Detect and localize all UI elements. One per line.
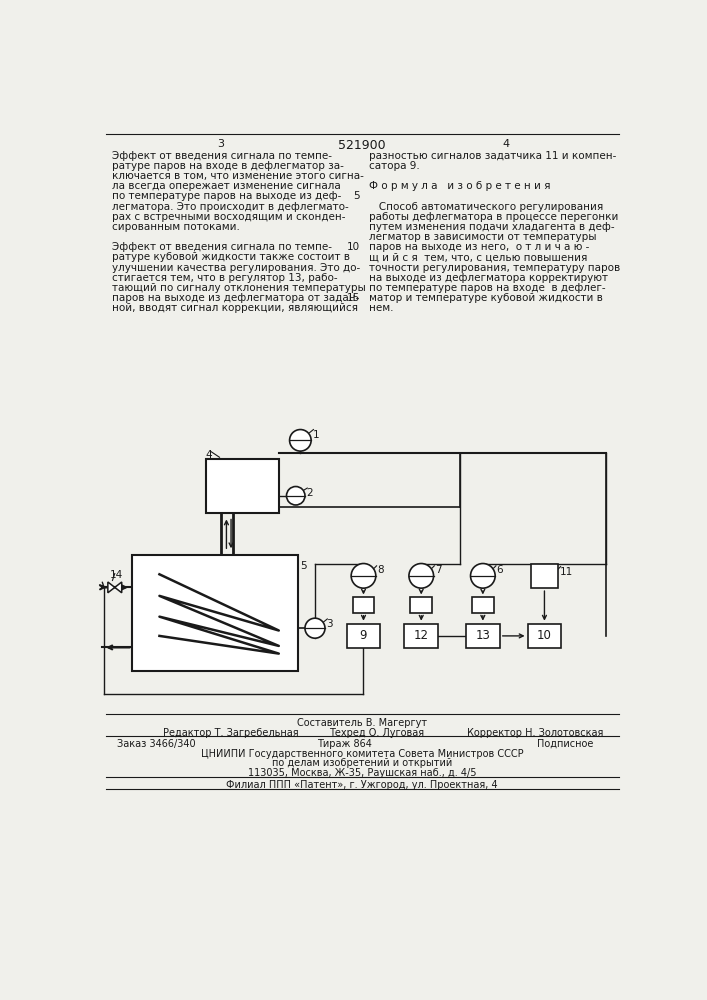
Text: путем изменения подачи хладагента в деф-: путем изменения подачи хладагента в деф- <box>369 222 614 232</box>
Bar <box>466 624 500 648</box>
Text: 10: 10 <box>537 629 552 642</box>
Circle shape <box>409 564 433 588</box>
Bar <box>411 597 432 613</box>
Text: Заказ 3466/340: Заказ 3466/340 <box>117 739 196 749</box>
Text: 2: 2 <box>307 488 313 498</box>
Text: 6: 6 <box>497 565 503 575</box>
Text: Корректор Н. Золотовская: Корректор Н. Золотовская <box>467 728 604 738</box>
Text: 4: 4 <box>206 450 212 460</box>
Text: паров на выходе из дефлегматора от задан-: паров на выходе из дефлегматора от задан… <box>112 293 359 303</box>
Text: 13: 13 <box>475 629 490 642</box>
Text: Ф о р м у л а   и з о б р е т е н и я: Ф о р м у л а и з о б р е т е н и я <box>369 181 550 191</box>
Text: по температуре паров на входе  в дефлег-: по температуре паров на входе в дефлег- <box>369 283 605 293</box>
Text: Составитель В. Магергут: Составитель В. Магергут <box>297 718 427 728</box>
Bar <box>404 624 438 648</box>
Text: Филиал ППП «Патент», г. Ужгород, ул. Проектная, 4: Филиал ППП «Патент», г. Ужгород, ул. Про… <box>226 780 498 790</box>
Text: на выходе из дефлегматора корректируют: на выходе из дефлегматора корректируют <box>369 273 608 283</box>
Text: 15: 15 <box>346 293 360 303</box>
Bar <box>353 597 374 613</box>
Text: 3: 3 <box>218 139 225 149</box>
Text: ЦНИИПИ Государственного комитета Совета Министров СССР: ЦНИИПИ Государственного комитета Совета … <box>201 749 523 759</box>
Text: по температуре паров на выходе из деф-: по температуре паров на выходе из деф- <box>112 191 341 201</box>
Text: точности регулирования, температуру паров: точности регулирования, температуру паро… <box>369 263 620 273</box>
Text: Редактор Т. Загребельная: Редактор Т. Загребельная <box>163 728 299 738</box>
Text: паров на выходе из него,  о т л и ч а ю -: паров на выходе из него, о т л и ч а ю - <box>369 242 589 252</box>
Text: рах с встречными восходящим и сконден-: рах с встречными восходящим и сконден- <box>112 212 345 222</box>
Circle shape <box>286 487 305 505</box>
Text: Тираж 864: Тираж 864 <box>317 739 372 749</box>
Text: сатора 9.: сатора 9. <box>369 161 420 171</box>
Bar <box>206 459 279 513</box>
Bar <box>527 624 561 648</box>
Bar <box>472 597 493 613</box>
Text: Эффект от введения сигнала по темпе-: Эффект от введения сигнала по темпе- <box>112 242 332 252</box>
Text: 521900: 521900 <box>338 139 386 152</box>
Text: 8: 8 <box>378 565 384 575</box>
Text: нем.: нем. <box>369 303 393 313</box>
Text: Способ автоматического регулирования: Способ автоматического регулирования <box>369 202 603 212</box>
Text: 3: 3 <box>327 619 333 629</box>
Text: ключается в том, что изменение этого сигна-: ключается в том, что изменение этого сиг… <box>112 171 363 181</box>
Bar <box>346 624 380 648</box>
Text: щ и й с я  тем, что, с целью повышения: щ и й с я тем, что, с целью повышения <box>369 252 588 262</box>
Circle shape <box>305 618 325 638</box>
Text: разностью сигналов задатчика 11 и компен-: разностью сигналов задатчика 11 и компен… <box>369 151 617 161</box>
Text: 11: 11 <box>560 567 573 577</box>
Text: 113035, Москва, Ж-35, Раушская наб., д. 4/5: 113035, Москва, Ж-35, Раушская наб., д. … <box>247 768 477 778</box>
Text: ратуре кубовой жидкости также состоит в: ратуре кубовой жидкости также состоит в <box>112 252 350 262</box>
Text: ла всегда опережает изменение сигнала: ла всегда опережает изменение сигнала <box>112 181 341 191</box>
Text: стигается тем, что в регулятор 13, рабо-: стигается тем, что в регулятор 13, рабо- <box>112 273 337 283</box>
Polygon shape <box>115 582 122 593</box>
Text: легматора. Это происходит в дефлегмато-: легматора. Это происходит в дефлегмато- <box>112 202 349 212</box>
Bar <box>132 555 298 671</box>
Circle shape <box>471 564 495 588</box>
Text: ной, вводят сигнал коррекции, являющийся: ной, вводят сигнал коррекции, являющийся <box>112 303 358 313</box>
Text: ратуре паров на входе в дефлегматор за-: ратуре паров на входе в дефлегматор за- <box>112 161 344 171</box>
Polygon shape <box>108 582 115 593</box>
Text: матор и температуре кубовой жидкости в: матор и температуре кубовой жидкости в <box>369 293 603 303</box>
Text: работы дефлегматора в процессе перегонки: работы дефлегматора в процессе перегонки <box>369 212 618 222</box>
Text: Подписное: Подписное <box>537 739 593 749</box>
Text: 9: 9 <box>360 629 367 642</box>
Text: по делам изобретений и открытий: по делам изобретений и открытий <box>271 758 452 768</box>
Bar <box>530 564 559 588</box>
Text: улучшении качества регулирования. Это до-: улучшении качества регулирования. Это до… <box>112 263 360 273</box>
Circle shape <box>351 564 376 588</box>
Text: Техред О. Луговая: Техред О. Луговая <box>329 728 424 738</box>
Text: сированным потоками.: сированным потоками. <box>112 222 240 232</box>
Text: 5: 5 <box>300 561 307 571</box>
Text: легматор в зависимости от температуры: легматор в зависимости от температуры <box>369 232 597 242</box>
Text: тающий по сигналу отклонения температуры: тающий по сигналу отклонения температуры <box>112 283 366 293</box>
Text: 10: 10 <box>346 242 360 252</box>
Text: 1: 1 <box>312 430 320 440</box>
Text: 7: 7 <box>435 565 442 575</box>
Text: 14: 14 <box>110 570 123 580</box>
Text: Эффект от введения сигнала по темпе-: Эффект от введения сигнала по темпе- <box>112 151 332 161</box>
Text: 12: 12 <box>414 629 428 642</box>
Circle shape <box>290 430 311 451</box>
Text: 4: 4 <box>503 139 510 149</box>
Text: 5: 5 <box>353 191 360 201</box>
